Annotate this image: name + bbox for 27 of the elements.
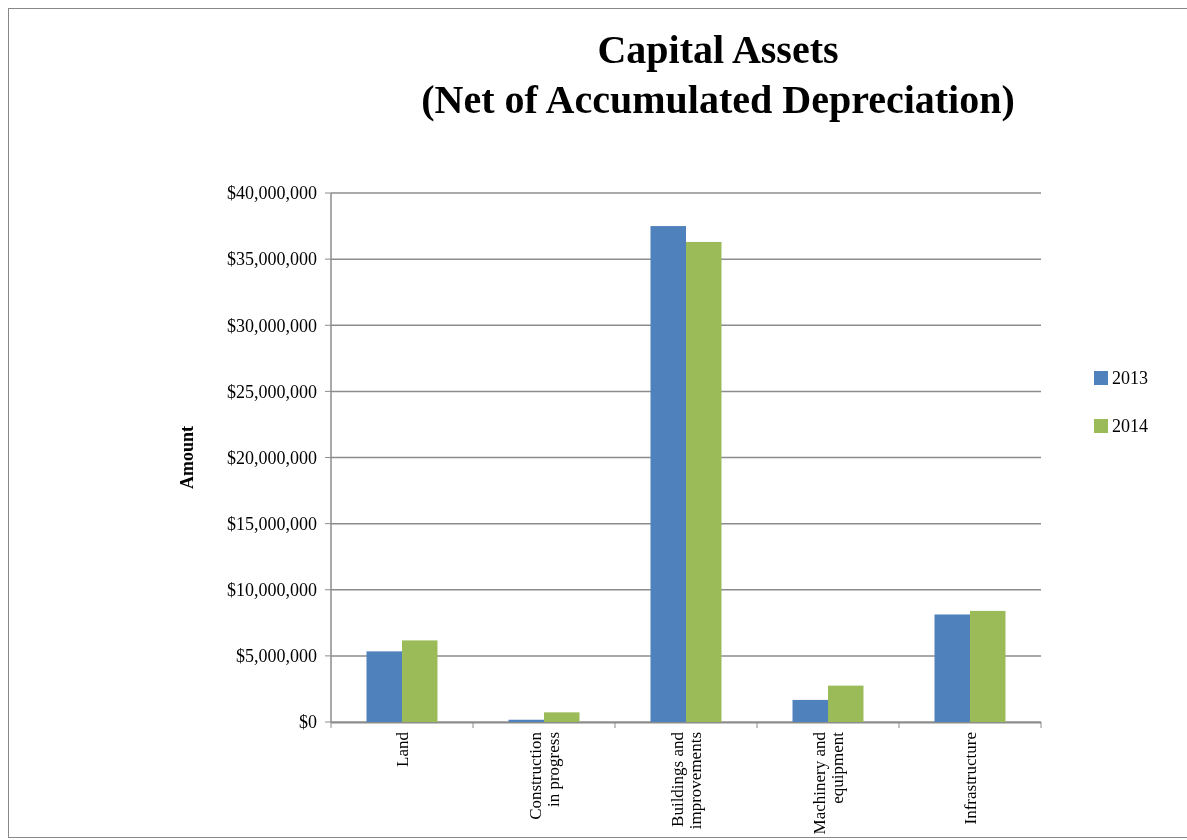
chart-title: Capital Assets (Net of Accumulated Depreciation): [421, 27, 1015, 122]
bar: [828, 685, 864, 722]
y-tick-label: $15,000,000: [227, 513, 317, 534]
bar: [544, 712, 580, 722]
bar: [970, 610, 1006, 722]
bar: [934, 614, 970, 722]
y-tick-label: $0: [299, 712, 317, 733]
x-tick-label: Buildings and improvements: [667, 731, 705, 830]
bar: [366, 651, 402, 722]
y-axis-title: Amount: [177, 425, 197, 490]
bar: [402, 640, 438, 722]
x-tick-label: Machinery and equipment: [809, 731, 847, 835]
y-tick-label: $10,000,000: [227, 580, 317, 601]
y-tick-label: $25,000,000: [227, 381, 317, 402]
y-tick-label: $35,000,000: [227, 249, 317, 270]
y-tick-label: $5,000,000: [236, 646, 317, 667]
x-tick-label: Land: [392, 731, 412, 767]
bar: [686, 241, 722, 722]
y-tick-label: $40,000,000: [227, 183, 317, 204]
bar: [792, 699, 828, 722]
legend-label: 2013: [1112, 368, 1148, 389]
y-tick-label: $30,000,000: [227, 315, 317, 336]
y-tick-label: $20,000,000: [227, 447, 317, 468]
x-tick-label: Infrastructure: [960, 732, 980, 825]
legend-label: 2014: [1112, 416, 1148, 437]
bar: [650, 226, 686, 722]
x-tick-label: Construction in progress: [525, 731, 563, 820]
